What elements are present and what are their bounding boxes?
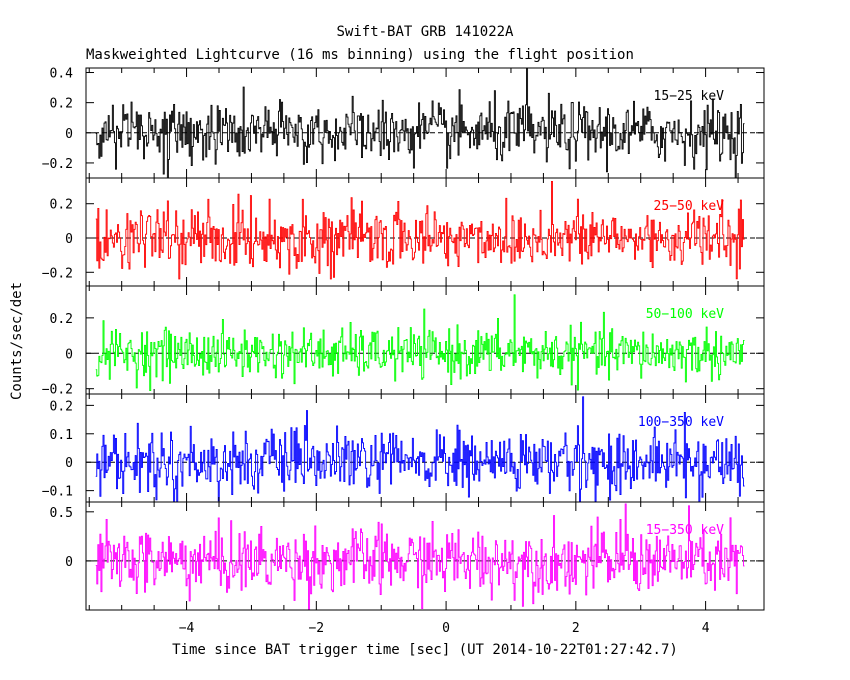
x-tick-label: 2 — [572, 621, 580, 636]
panel-2: −0.2 0 0.2 25−50 keV — [42, 177, 765, 287]
chart-title: Swift-BAT GRB 141022A — [336, 24, 514, 40]
series-line-1 — [95, 68, 745, 178]
x-tick-label: 0 — [442, 621, 450, 636]
band-label-3: 50−100 keV — [646, 307, 724, 322]
panel-5: 0 0.5 15−350 keV — [50, 501, 765, 611]
series-line-3 — [95, 294, 745, 392]
band-label-1: 15−25 keV — [654, 89, 725, 104]
series-line-4 — [95, 396, 745, 502]
panel-frame — [85, 393, 765, 503]
y-tick-label: 0 — [65, 347, 73, 362]
band-label-4: 100−350 keV — [638, 415, 724, 430]
panels-group: −0.200.20.415−25 keV−0.200.2 25−50 keV−0.… — [42, 67, 765, 636]
series-line-5 — [95, 503, 745, 610]
x-tick-label: −2 — [308, 621, 324, 636]
y-tick-label: 0 — [65, 456, 73, 471]
series-line-2 — [95, 180, 745, 280]
y-tick-label: 0 — [65, 232, 73, 247]
y-tick-label: 0 — [65, 127, 73, 142]
y-tick-label: 0.5 — [50, 506, 73, 521]
y-tick-label: 0.2 — [50, 312, 73, 327]
chart-subtitle: Maskweighted Lightcurve (16 ms binning) … — [86, 47, 634, 63]
panel-frame — [85, 177, 765, 287]
y-tick-label: 0.4 — [50, 67, 74, 82]
y-tick-label: −0.2 — [42, 383, 73, 398]
y-tick-label: −0.2 — [42, 157, 73, 172]
panel-4: −0.1 0 0.1 0.2 100−350 keV — [42, 393, 765, 503]
x-tick-labels: −4 −2 0 2 4 — [179, 621, 710, 636]
y-tick-label: 0 — [65, 555, 73, 570]
band-label-5: 15−350 keV — [646, 523, 724, 538]
panel-1: −0.2 0 0.2 0.4 15−25 keV — [42, 67, 765, 179]
y-axis-label: Counts/sec/det — [9, 282, 25, 400]
x-tick-label: 4 — [702, 621, 710, 636]
panel-frame — [85, 501, 765, 611]
y-tick-label: −0.2 — [42, 266, 73, 281]
band-label-2: 25−50 keV — [654, 199, 725, 214]
y-tick-label: 0.2 — [50, 399, 73, 414]
panel-3: −0.2 0 0.2 50−100 keV — [42, 285, 765, 398]
y-tick-label: 0.2 — [50, 198, 73, 213]
y-tick-label: 0.2 — [50, 97, 73, 112]
y-tick-label: 0.1 — [50, 428, 73, 443]
y-tick-label: −0.1 — [42, 485, 73, 500]
x-axis-label: Time since BAT trigger time [sec] (UT 20… — [172, 642, 678, 658]
x-tick-label: −4 — [179, 621, 195, 636]
